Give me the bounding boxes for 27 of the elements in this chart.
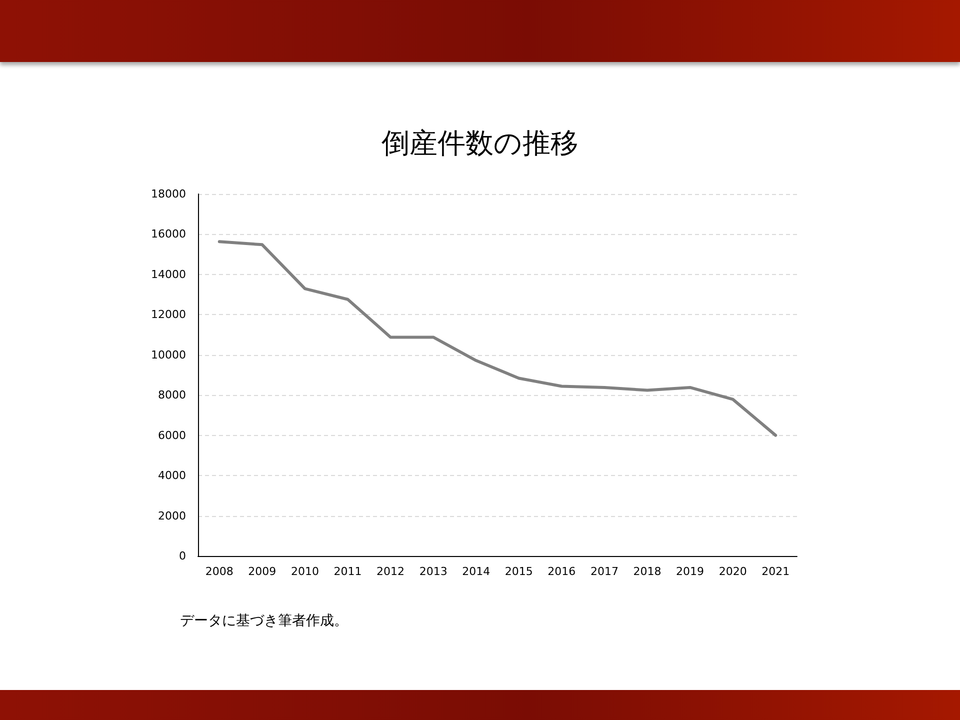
- x-tick-label: 2018: [633, 565, 662, 578]
- x-tick-label: 2020: [718, 565, 747, 578]
- y-tick-label: 10000: [151, 348, 186, 362]
- y-tick-label: 12000: [151, 308, 186, 322]
- x-tick-label: 2016: [548, 565, 576, 578]
- x-tick-label: 2017: [590, 565, 618, 578]
- y-tick-label: 4000: [158, 469, 186, 482]
- y-tick-label: 18000: [151, 188, 186, 200]
- x-tick-label: 2014: [462, 565, 490, 578]
- x-tick-label: 2010: [290, 565, 319, 578]
- x-tick-label: 2013: [419, 565, 448, 578]
- x-tick-label: 2008: [205, 565, 234, 578]
- y-tick-label: 8000: [158, 388, 186, 402]
- y-tick-label: 16000: [151, 228, 186, 241]
- x-tick-label: 2009: [248, 565, 276, 578]
- chart-title: 倒産件数の推移: [382, 126, 578, 160]
- x-tick-label: 2019: [676, 565, 704, 578]
- x-tick-label: 2012: [376, 565, 405, 578]
- text: データに基づき筆者作成。: [180, 613, 348, 629]
- y-tick-label: 6000: [158, 428, 186, 442]
- x-tick-label: 2015: [504, 565, 533, 578]
- x-tick-label: 2021: [762, 565, 790, 578]
- y-tick-label: 2000: [158, 509, 186, 522]
- y-tick-label: 14000: [151, 268, 186, 281]
- y-tick-label: 0: [179, 550, 186, 562]
- x-tick-label: 2011: [334, 565, 362, 578]
- line-series: [218, 240, 778, 437]
